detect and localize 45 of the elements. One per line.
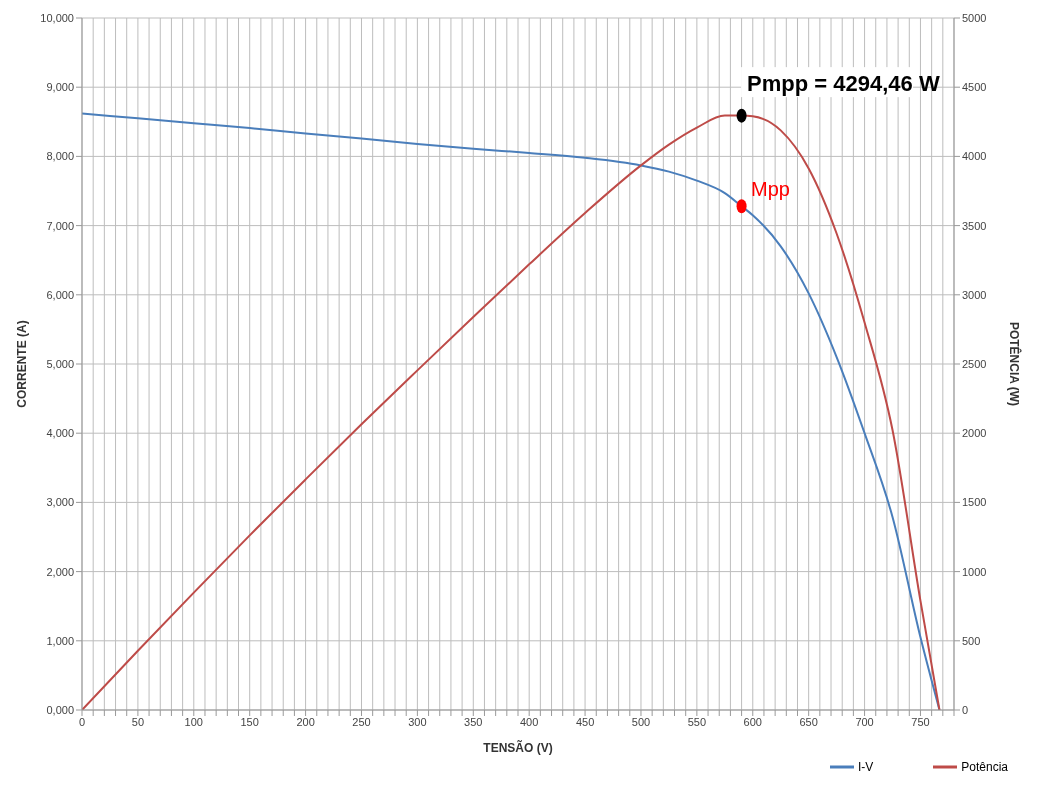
y2-tick-label: 4000 <box>962 150 987 163</box>
x-tick-label: 50 <box>131 715 145 728</box>
x-tick-label: 150 <box>240 715 259 728</box>
series-label: Pmpp = 4294,46 W <box>747 71 940 97</box>
x-tick-label: 100 <box>184 715 203 728</box>
y-tick-label: 1,000 <box>46 634 74 647</box>
y2-tick-label: 1000 <box>962 565 987 578</box>
y2-tick-label: 3000 <box>962 288 987 301</box>
y2-tick-label: 5000 <box>962 11 987 24</box>
x-tick-label: 200 <box>296 715 315 728</box>
x-tick-label: 450 <box>575 715 595 728</box>
x-tick-label: 400 <box>520 715 539 728</box>
y-tick-label: 2,000 <box>46 565 74 578</box>
y-tick-label: 3,000 <box>46 496 74 509</box>
y-tick-label: 10,000 <box>40 11 74 24</box>
y-tick-label: 4,000 <box>46 427 74 440</box>
x-axis-title: TENSÃO (V) <box>483 740 553 755</box>
x-tick-label: 350 <box>464 715 483 728</box>
y-tick-label: 5,000 <box>46 357 74 370</box>
y-tick-label: 7,000 <box>46 219 74 232</box>
y2-tick-label: 4500 <box>962 81 987 94</box>
y2-axis-title: POTÊNCIA (W) <box>1006 321 1022 407</box>
y2-tick-label: 1500 <box>962 496 987 509</box>
x-tick-label: 750 <box>911 715 930 728</box>
legend-label: I-V <box>856 760 874 774</box>
x-tick-label: 0 <box>78 715 86 728</box>
x-tick-label: 500 <box>631 715 651 728</box>
x-tick-label: 650 <box>799 715 818 728</box>
x-tick-label: 550 <box>687 715 707 728</box>
y-axis-title: CORRENTE (A) <box>15 320 30 408</box>
y-tick-label: 8,000 <box>46 150 74 163</box>
x-tick-label: 250 <box>352 715 371 728</box>
x-tick-label: 600 <box>743 715 762 728</box>
y-tick-label: 0,000 <box>46 703 74 716</box>
y2-tick-label: 500 <box>962 634 981 647</box>
y-tick-label: 9,000 <box>46 81 74 94</box>
y2-tick-label: 2500 <box>962 357 987 370</box>
y2-tick-label: 0 <box>962 703 969 716</box>
y2-tick-label: 3500 <box>962 219 987 232</box>
series-label: Mpp <box>751 177 790 200</box>
y-tick-label: 6,000 <box>46 288 74 301</box>
x-tick-label: 700 <box>855 715 874 728</box>
x-tick-label: 300 <box>408 715 427 728</box>
legend-label: Potência <box>960 760 1008 774</box>
y2-tick-label: 2000 <box>962 427 987 440</box>
